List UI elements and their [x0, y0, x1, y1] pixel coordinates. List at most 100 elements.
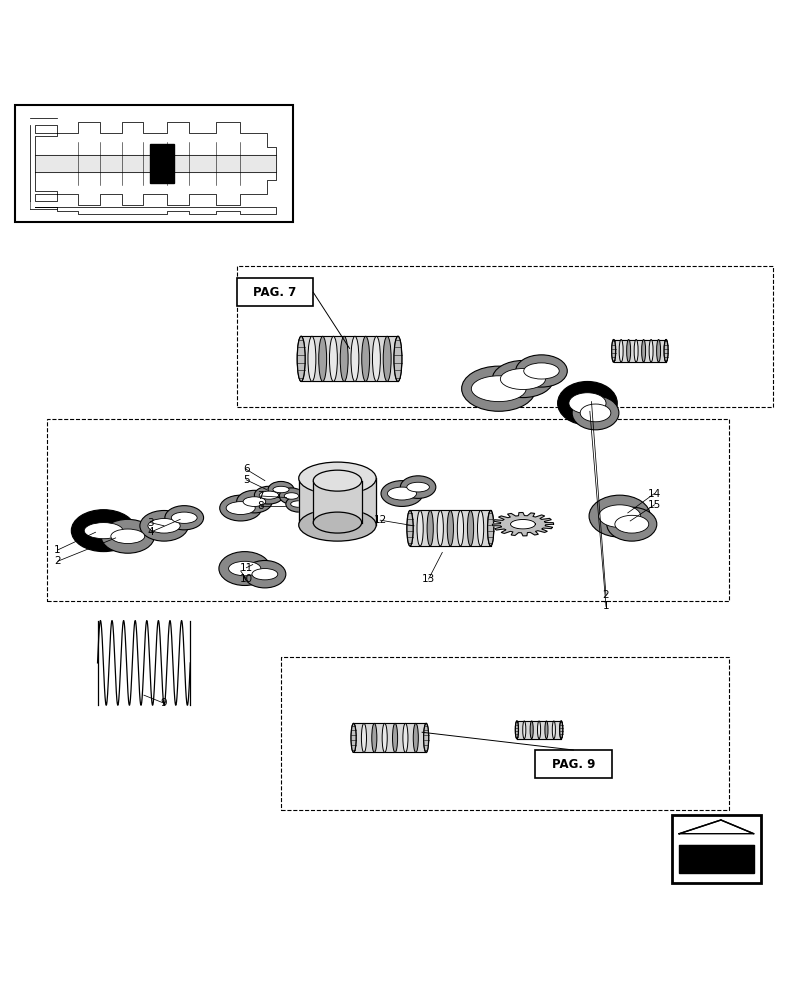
- Polygon shape: [353, 723, 426, 752]
- Ellipse shape: [614, 515, 648, 533]
- Ellipse shape: [284, 493, 298, 499]
- Text: 4: 4: [147, 527, 153, 537]
- Polygon shape: [510, 519, 534, 529]
- Ellipse shape: [515, 355, 567, 387]
- Polygon shape: [313, 481, 361, 523]
- Text: PAG. 7: PAG. 7: [253, 286, 296, 299]
- Ellipse shape: [436, 510, 443, 546]
- Ellipse shape: [487, 510, 493, 546]
- Text: 9: 9: [161, 698, 167, 708]
- Text: 11: 11: [239, 563, 253, 573]
- Text: 12: 12: [373, 515, 386, 525]
- Ellipse shape: [477, 510, 483, 546]
- Bar: [672, 815, 760, 883]
- Ellipse shape: [297, 336, 305, 381]
- Polygon shape: [678, 820, 753, 834]
- Ellipse shape: [251, 569, 277, 580]
- Ellipse shape: [236, 490, 272, 513]
- Text: 13: 13: [422, 574, 435, 584]
- Text: 5: 5: [242, 475, 249, 485]
- Ellipse shape: [491, 360, 553, 398]
- Ellipse shape: [457, 510, 463, 546]
- Ellipse shape: [219, 552, 270, 585]
- Ellipse shape: [387, 487, 416, 500]
- Polygon shape: [301, 336, 397, 381]
- Polygon shape: [35, 207, 275, 214]
- Ellipse shape: [500, 369, 545, 390]
- Ellipse shape: [467, 510, 473, 546]
- Ellipse shape: [148, 519, 180, 533]
- Ellipse shape: [406, 482, 429, 492]
- Ellipse shape: [382, 723, 387, 752]
- Ellipse shape: [268, 481, 294, 498]
- Ellipse shape: [226, 502, 255, 515]
- Ellipse shape: [84, 523, 122, 539]
- Ellipse shape: [537, 721, 540, 739]
- Ellipse shape: [641, 340, 645, 362]
- Ellipse shape: [487, 510, 493, 546]
- Polygon shape: [410, 510, 490, 546]
- Bar: [47, 419, 727, 601]
- Ellipse shape: [530, 721, 533, 739]
- Ellipse shape: [559, 721, 562, 739]
- Text: 8: 8: [257, 501, 264, 511]
- Ellipse shape: [470, 376, 526, 402]
- Ellipse shape: [544, 721, 547, 739]
- Ellipse shape: [371, 723, 376, 752]
- Ellipse shape: [329, 336, 337, 381]
- Ellipse shape: [580, 404, 610, 422]
- Bar: [236, 278, 313, 306]
- Ellipse shape: [461, 366, 535, 411]
- Ellipse shape: [588, 495, 650, 537]
- Ellipse shape: [243, 560, 285, 588]
- Ellipse shape: [423, 723, 428, 752]
- Ellipse shape: [298, 509, 375, 541]
- Ellipse shape: [171, 512, 197, 523]
- Ellipse shape: [361, 336, 369, 381]
- Ellipse shape: [361, 723, 366, 752]
- Text: 6: 6: [242, 464, 249, 474]
- Ellipse shape: [101, 519, 154, 553]
- Bar: [150, 144, 174, 183]
- Ellipse shape: [340, 336, 348, 381]
- Ellipse shape: [663, 340, 667, 362]
- Ellipse shape: [523, 363, 559, 379]
- Ellipse shape: [242, 497, 265, 506]
- Ellipse shape: [572, 396, 618, 430]
- Text: 2: 2: [602, 590, 608, 600]
- Text: 2: 2: [54, 556, 61, 566]
- Ellipse shape: [297, 336, 305, 381]
- Polygon shape: [35, 155, 275, 172]
- Ellipse shape: [611, 340, 615, 362]
- Ellipse shape: [350, 723, 356, 752]
- Ellipse shape: [229, 561, 260, 576]
- Text: 10: 10: [239, 574, 252, 584]
- Text: 7: 7: [257, 491, 264, 501]
- Ellipse shape: [372, 336, 380, 381]
- Ellipse shape: [393, 336, 401, 381]
- Bar: [534, 750, 611, 778]
- Ellipse shape: [392, 723, 397, 752]
- Ellipse shape: [626, 340, 630, 362]
- Polygon shape: [678, 845, 753, 873]
- Ellipse shape: [259, 491, 278, 499]
- Ellipse shape: [254, 486, 283, 504]
- Bar: [281, 657, 727, 810]
- Ellipse shape: [427, 510, 433, 546]
- Ellipse shape: [380, 481, 423, 506]
- Ellipse shape: [406, 510, 413, 546]
- Ellipse shape: [551, 721, 555, 739]
- Polygon shape: [613, 340, 665, 362]
- Ellipse shape: [557, 381, 616, 425]
- Ellipse shape: [619, 340, 622, 362]
- Bar: [236, 266, 772, 407]
- Ellipse shape: [139, 510, 188, 541]
- Polygon shape: [298, 478, 375, 525]
- Ellipse shape: [319, 336, 326, 381]
- Ellipse shape: [71, 510, 135, 552]
- Ellipse shape: [383, 336, 391, 381]
- Ellipse shape: [598, 505, 640, 527]
- Ellipse shape: [298, 462, 375, 494]
- Ellipse shape: [515, 721, 517, 739]
- Ellipse shape: [220, 495, 261, 521]
